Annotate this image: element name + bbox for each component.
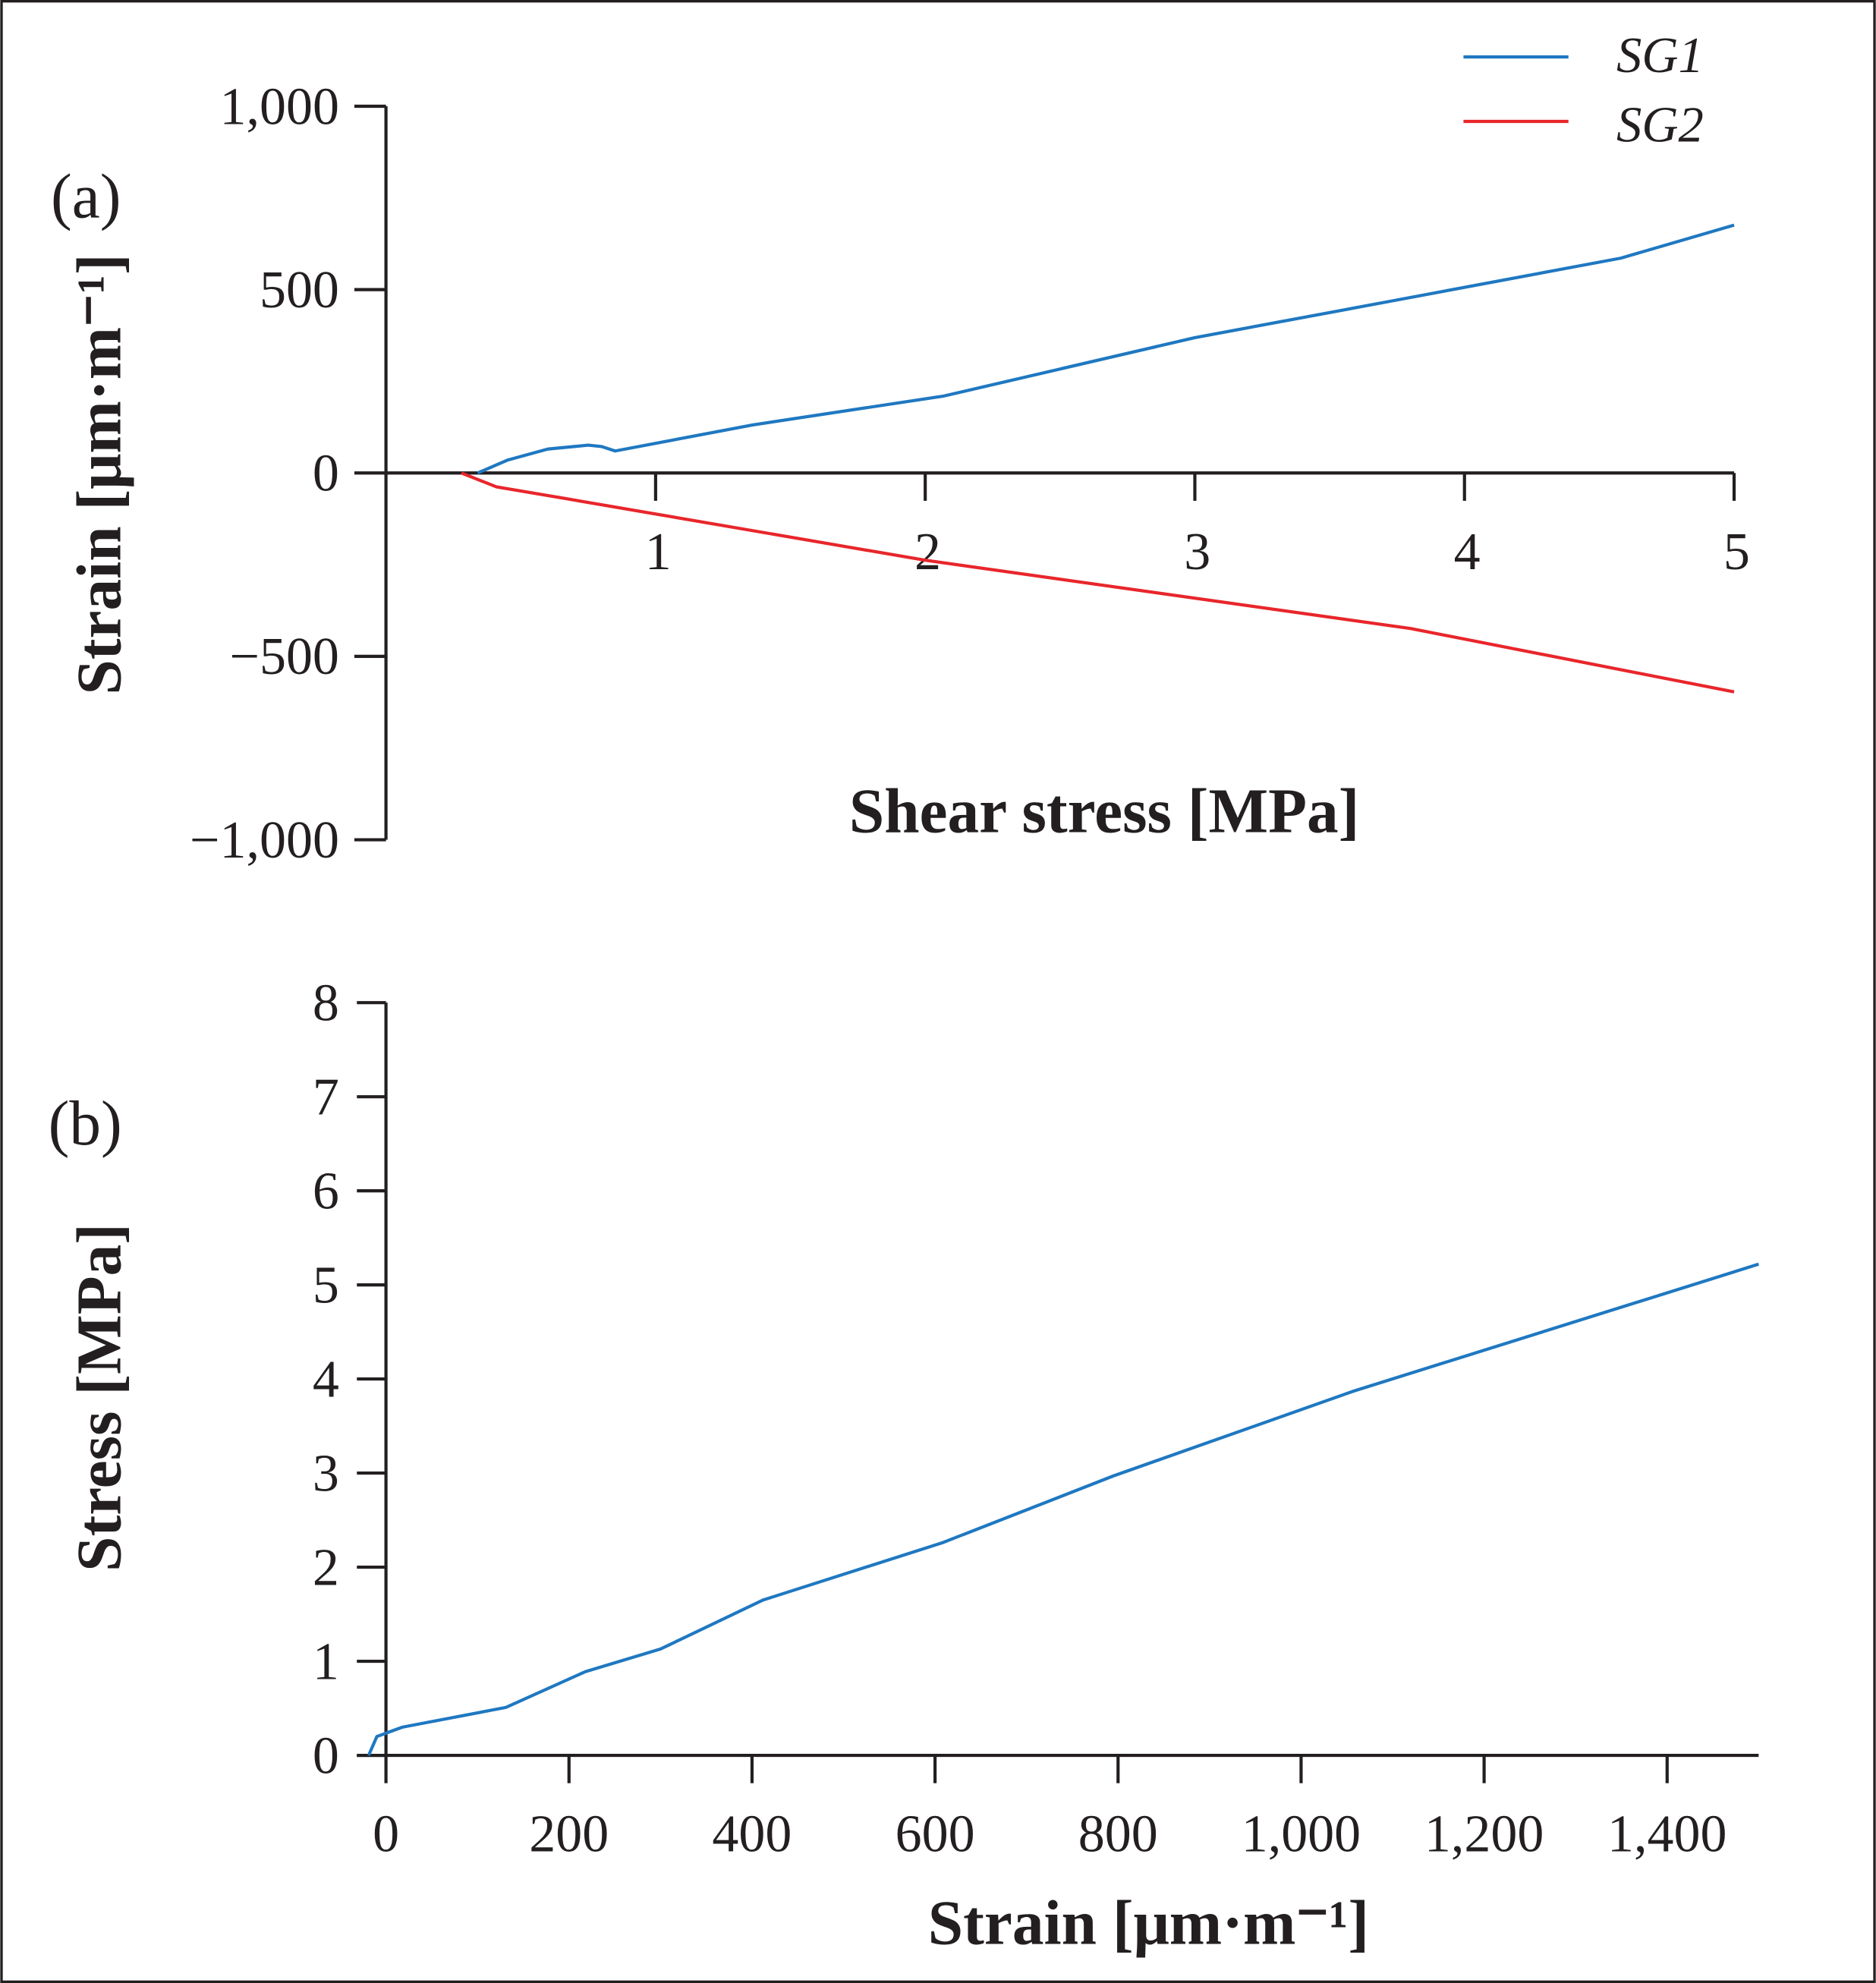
- axes-a: 1,000 500 0 −500 −1,000 1 2 3 4 5: [190, 77, 1750, 870]
- panel-label-a: (a): [51, 162, 121, 232]
- legend-label-sg1: SG1: [1616, 28, 1704, 83]
- x-tick-label-a: 3: [1184, 523, 1210, 581]
- series-line-stress-strain: [367, 1262, 1759, 1756]
- series-line-sg1: [477, 223, 1735, 475]
- x-tick-label-b: 0: [373, 1805, 399, 1864]
- x-tick-label-b: 600: [896, 1805, 975, 1864]
- y-tick-label-b: 1: [313, 1632, 339, 1691]
- y-tick-label-a: 0: [313, 445, 339, 503]
- series-lines-a: [461, 223, 1735, 694]
- series-line-sg2: [461, 471, 1735, 694]
- x-tick-label-a: 4: [1454, 523, 1481, 581]
- y-axis-label-b: Stress [MPa]: [65, 1223, 135, 1572]
- y-tick-label-a: 500: [260, 261, 339, 319]
- x-tick-label-b: 1,200: [1424, 1805, 1544, 1864]
- legend-label-sg2: SG2: [1616, 98, 1704, 153]
- x-tick-label-a: 1: [645, 523, 672, 581]
- y-tick-label-b: 0: [313, 1726, 339, 1785]
- y-tick-label-a: −500: [229, 628, 338, 686]
- x-axis-label-b: Strain [μm·m⁻¹]: [928, 1888, 1369, 1958]
- x-tick-label-b: 400: [712, 1805, 792, 1864]
- y-tick-label-b: 5: [313, 1256, 339, 1314]
- series-lines-b: [367, 1262, 1759, 1756]
- x-tick-label-b: 1,000: [1242, 1805, 1361, 1864]
- y-tick-label-a: 1,000: [219, 77, 338, 136]
- x-tick-label-a: 5: [1723, 523, 1750, 581]
- y-tick-label-b: 7: [313, 1068, 339, 1126]
- panel-label-b: (b): [49, 1089, 122, 1159]
- chart-b: (b) Stress [MPa] Strain [μm·m⁻¹] 0 1 2 3 4 5 6…: [49, 974, 1759, 1958]
- chart-a: (a) Strain [μm·m⁻¹] Shear stress [MPa] 1…: [51, 28, 1750, 870]
- legend: SG1 SG2: [1463, 28, 1704, 153]
- y-axis-label-a: Strain [μm·m⁻¹]: [65, 253, 135, 694]
- x-tick-label-b: 800: [1078, 1805, 1158, 1864]
- x-tick-label-b: 1,400: [1607, 1805, 1726, 1864]
- y-tick-label-a: −1,000: [190, 811, 339, 870]
- x-axis-label-a: Shear stress [MPa]: [849, 777, 1360, 847]
- x-tick-label-b: 200: [529, 1805, 609, 1864]
- y-tick-label-b: 3: [313, 1444, 339, 1503]
- axes-b: 0 1 2 3 4 5 6 7 8 0 200 400 600 800 1,000 1,200 1,400: [313, 974, 1759, 1864]
- y-tick-label-b: 8: [313, 974, 339, 1032]
- y-tick-label-b: 2: [313, 1538, 339, 1597]
- x-tick-label-a: 2: [914, 523, 941, 581]
- y-tick-label-b: 4: [313, 1350, 339, 1409]
- y-tick-label-b: 6: [313, 1162, 339, 1220]
